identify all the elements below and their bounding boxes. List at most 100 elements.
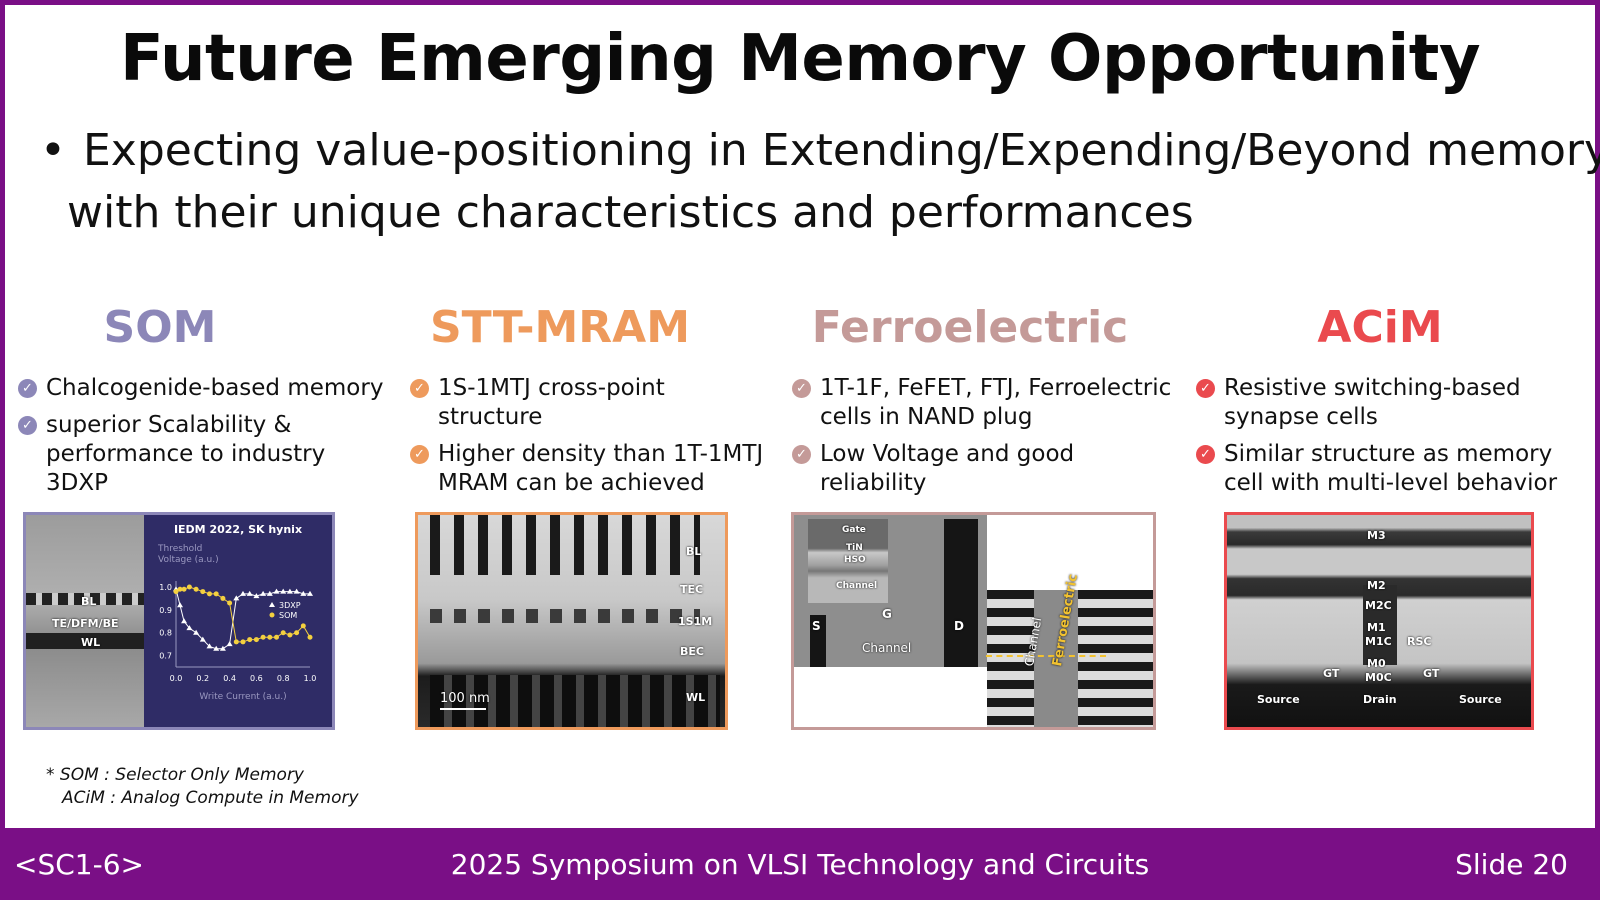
fig-label: M2	[1367, 579, 1386, 592]
series-point-SOM	[253, 637, 259, 643]
fe-drain-contact	[944, 519, 978, 667]
check-icon: ✓	[18, 379, 37, 398]
fig-label: Gate	[842, 525, 866, 535]
fig-label: M2C	[1365, 599, 1392, 612]
stt-mram-title: STT-MRAM	[429, 302, 691, 353]
footnote-line-2: ACiM : Analog Compute in Memory	[62, 788, 359, 808]
fig-label: HSO	[844, 555, 866, 565]
series-point-SOM	[274, 634, 279, 640]
fig-label: D	[954, 619, 964, 633]
series-point-3DXP	[260, 590, 267, 596]
fe-gate-stack-inset	[808, 519, 888, 603]
series-point-3DXP	[307, 590, 313, 596]
series-point-3DXP	[300, 590, 307, 596]
y-tick-label: 0.8	[159, 629, 172, 638]
y-tick-label: 0.9	[159, 606, 172, 615]
series-point-3DXP	[177, 602, 184, 608]
slide-title: Future Emerging Memory Opportunity	[119, 22, 1481, 96]
list-item: ✓ 1S-1MTJ cross-point structure	[410, 374, 775, 432]
x-tick-label: 0.0	[170, 674, 183, 683]
list-item: ✓ Low Voltage and good reliability	[792, 440, 1182, 498]
legend-label: 3DXP	[279, 601, 301, 610]
x-tick-label: 0.6	[250, 674, 263, 683]
check-icon: ✓	[1196, 445, 1215, 464]
fig-label: TiN	[846, 543, 863, 553]
series-point-3DXP	[193, 629, 200, 635]
item-text: superior Scalability & performance to in…	[46, 412, 326, 496]
fig-label: GT	[1423, 667, 1440, 680]
list-item: ✓ Higher density than 1T-1MTJ MRAM can b…	[410, 440, 775, 498]
series-line-3DXP	[175, 589, 310, 650]
check-icon: ✓	[410, 379, 429, 398]
ferroelectric-figure: Gate TiN HSO Channel S G D Channel Chann…	[791, 512, 1156, 730]
series-point-SOM	[300, 623, 306, 629]
x-tick-label: 0.4	[223, 674, 236, 683]
footnote: * SOM : Selector Only Memory ACiM : Anal…	[46, 764, 359, 810]
ferroelectric-title: Ferroelectric	[811, 302, 1129, 353]
fig-label: BL	[81, 595, 97, 608]
session-code: <SC1-6>	[14, 848, 144, 881]
series-point-SOM	[177, 586, 183, 592]
fig-label: Channel	[862, 641, 912, 655]
check-icon: ✓	[792, 379, 811, 398]
bullet-line-1: Expecting value-positioning in Extending…	[83, 125, 1600, 176]
chart-xlabel: Write Current (a.u.)	[199, 692, 286, 702]
series-point-3DXP	[286, 588, 293, 594]
fe-channel-column	[1034, 590, 1078, 727]
fig-label: Drain	[1363, 693, 1397, 706]
fig-label: Source	[1459, 693, 1502, 706]
fig-label: GT	[1323, 667, 1340, 680]
acim-items: ✓ Resistive switching-based synapse cell…	[1196, 374, 1592, 506]
item-text: 1S-1MTJ cross-point structure	[438, 375, 665, 430]
y-tick-label: 0.7	[159, 652, 172, 661]
check-icon: ✓	[410, 445, 429, 464]
item-text: 1T-1F, FeFET, FTJ, Ferroelectric cells i…	[820, 375, 1172, 430]
fig-label: M0	[1367, 657, 1386, 670]
stt-mtj-layer	[430, 609, 700, 623]
acim-title: ACiM	[1317, 302, 1443, 353]
acim-center-via	[1363, 585, 1397, 665]
series-point-3DXP	[186, 625, 193, 631]
series-point-3DXP	[181, 618, 188, 624]
series-point-3DXP	[273, 588, 280, 594]
scale-bar-label: 100 nm	[440, 691, 490, 706]
conference-name: 2025 Symposium on VLSI Technology and Ci…	[450, 848, 1150, 881]
series-point-SOM	[233, 639, 239, 645]
series-point-3DXP	[253, 593, 260, 599]
series-point-SOM	[186, 584, 192, 590]
chart-ylabel: Voltage (a.u.)	[158, 555, 219, 565]
fig-label: M1C	[1365, 635, 1392, 648]
item-text: Low Voltage and good reliability	[820, 441, 1075, 496]
series-line-SOM	[175, 586, 311, 643]
footer-bar: <SC1-6> 2025 Symposium on VLSI Technolog…	[0, 828, 1600, 900]
legend-label: SOM	[279, 611, 297, 620]
som-items: ✓ Chalcogenide-based memory ✓ superior S…	[18, 374, 388, 506]
ferroelectric-items: ✓ 1T-1F, FeFET, FTJ, Ferroelectric cells…	[792, 374, 1182, 506]
x-tick-label: 0.8	[277, 674, 290, 683]
footnote-line-1: * SOM : Selector Only Memory	[46, 765, 304, 785]
bullet-symbol: •	[40, 125, 66, 176]
fig-label: M3	[1367, 529, 1386, 542]
stt-bl-pillars	[430, 515, 700, 575]
item-text: Resistive switching-based synapse cells	[1224, 375, 1521, 430]
fig-label: BL	[686, 545, 702, 558]
series-point-3DXP	[246, 590, 253, 596]
list-item: ✓ Similar structure as memory cell with …	[1196, 440, 1592, 498]
series-point-3DXP	[219, 645, 226, 651]
series-point-SOM	[200, 589, 206, 595]
series-point-SOM	[280, 630, 286, 636]
series-point-3DXP	[266, 590, 273, 596]
legend-marker-3DXP	[269, 602, 275, 607]
list-item: ✓ Resistive switching-based synapse cell…	[1196, 374, 1592, 432]
chart-title: IEDM 2022, SK hynix	[174, 523, 302, 536]
check-icon: ✓	[1196, 379, 1215, 398]
fe-arrow-line	[986, 655, 1106, 657]
fig-label: TEC	[680, 583, 704, 596]
chart-ylabel: Threshold	[157, 544, 202, 554]
legend-marker-SOM	[269, 612, 275, 618]
series-point-3DXP	[293, 588, 300, 594]
som-title: SOM	[103, 302, 217, 353]
series-point-SOM	[213, 591, 219, 597]
stt-wl-layer	[430, 675, 720, 727]
